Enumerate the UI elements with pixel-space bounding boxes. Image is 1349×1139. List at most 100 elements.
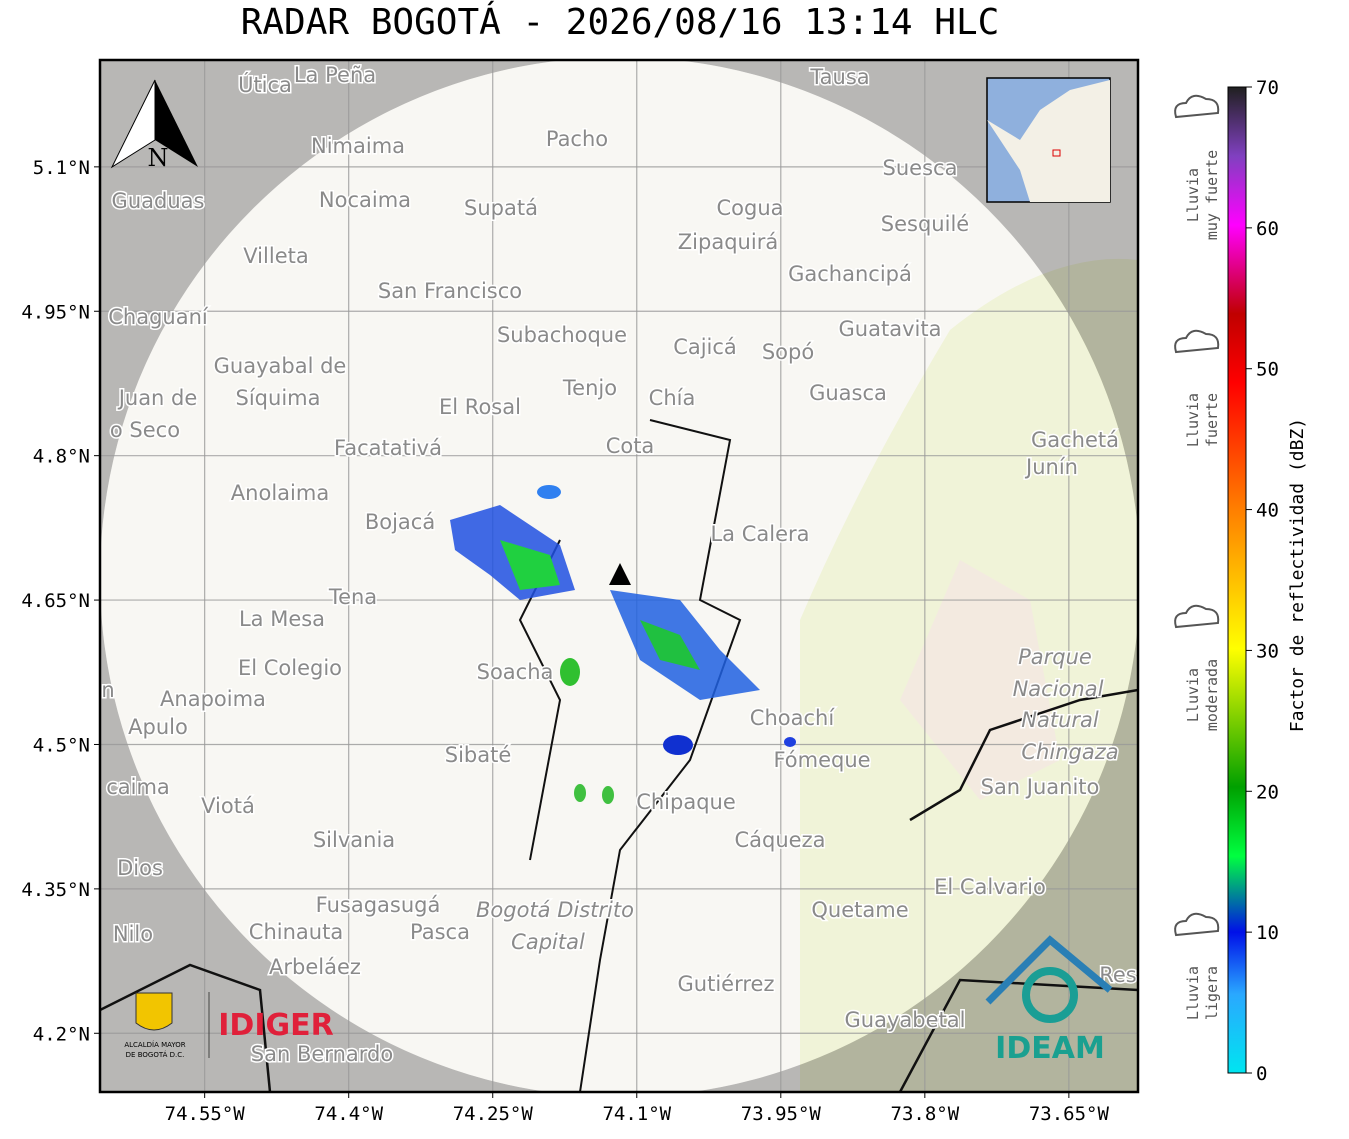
title: RADAR BOGOTÁ - 2026/08/16 13:14 HLC — [241, 1, 1000, 43]
place-label: San Francisco — [378, 279, 522, 303]
place-label: Cota — [606, 434, 655, 458]
y-tick-label: 4.65°N — [21, 590, 90, 612]
logo-alcaldia: ALCALDÍA MAYOR DE BOGOTÁ D.C. IDIGER — [124, 992, 334, 1059]
place-label: Sesquilé — [881, 212, 969, 236]
north-label: N — [148, 144, 169, 172]
x-tick-label: 74.4°W — [314, 1103, 383, 1125]
place-label: Subachoque — [497, 323, 627, 347]
rain-level-label: Lluvia — [1184, 168, 1202, 222]
logo-text: DE BOGOTÁ D.C. — [126, 1050, 185, 1059]
colorbar-tick-label: 30 — [1256, 640, 1279, 662]
place-label: Chingaza — [1021, 740, 1118, 764]
place-label: Chaguaní — [108, 305, 209, 329]
x-tick-label: 74.25°W — [453, 1103, 534, 1125]
colorbar-tick-label: 50 — [1256, 359, 1279, 381]
place-label: Anolaima — [231, 481, 329, 505]
place-label: Gachancipá — [788, 262, 912, 286]
place-label: Chía — [649, 386, 696, 410]
place-label: Cogua — [716, 196, 783, 220]
place-label: Capital — [511, 930, 585, 954]
place-label: Útica — [238, 72, 292, 97]
place-label: Gachetá — [1031, 428, 1119, 452]
place-label: Chipaque — [636, 790, 736, 814]
place-label: Guayabetal — [845, 1008, 966, 1032]
place-label: Bojacá — [365, 510, 435, 534]
logo-idiger: IDIGER — [218, 1008, 333, 1043]
y-tick-label: 4.95°N — [21, 301, 90, 323]
place-label: Nacional — [1013, 677, 1104, 701]
park — [900, 560, 1060, 800]
y-tick-label: 5.1°N — [33, 157, 90, 179]
x-tick-label: 74.55°W — [165, 1103, 246, 1125]
y-tick-label: 4.35°N — [21, 879, 90, 901]
radar-echoes — [450, 485, 796, 804]
place-label: caima — [106, 775, 170, 799]
place-label: Natural — [1021, 708, 1099, 732]
place-label: Pasca — [410, 920, 470, 944]
place-label: Dios — [117, 856, 163, 880]
place-label: Guaduas — [112, 189, 205, 213]
place-label: Facatativá — [334, 436, 442, 460]
rain-level-label: Lluvia — [1184, 393, 1202, 447]
place-label: Cáqueza — [735, 828, 826, 852]
place-label: Supatá — [464, 196, 538, 220]
radar-site — [609, 563, 631, 585]
colorbar-tick-label: 60 — [1256, 218, 1279, 240]
x-tick-label: 73.65°W — [1029, 1103, 1110, 1125]
y-tick-label: 4.8°N — [33, 446, 90, 468]
place-label: Nimaima — [311, 134, 405, 158]
place-label: Apulo — [128, 715, 188, 739]
rain-level-label: muy fuerte — [1203, 150, 1221, 240]
place-label: El Colegio — [238, 656, 342, 680]
rain-icon — [1174, 604, 1220, 629]
place-label: Síquima — [236, 386, 321, 410]
place-label: Parque — [1018, 645, 1092, 669]
place-label: Nocaima — [319, 188, 411, 212]
place-label: Bogotá Distrito — [476, 898, 634, 922]
place-label: San Bernardo — [251, 1042, 393, 1066]
rain-level-label: fuerte — [1203, 393, 1221, 447]
department-boundary — [100, 688, 1138, 1092]
colorbar-tick-label: 10 — [1256, 922, 1279, 944]
place-label: Guasca — [809, 381, 887, 405]
map: Útica La Peña Tausa Pacho Nimaima Guaduas Noca… — [100, 60, 1138, 1092]
place-label: El Calvario — [934, 875, 1046, 899]
place-label: Viotá — [201, 794, 255, 818]
plot-frame — [98, 58, 1140, 1094]
place-label: La Mesa — [239, 607, 325, 631]
north-arrow: N — [110, 79, 198, 172]
rain-level-label: moderada — [1203, 659, 1221, 731]
place-label: Sibaté — [445, 743, 512, 767]
place-label: Tena — [328, 585, 377, 609]
place-label: Chinauta — [249, 920, 343, 944]
rain-icon — [1174, 94, 1220, 119]
place-label: Sopó — [762, 340, 814, 364]
rain-level-label: Lluvia — [1184, 668, 1202, 722]
place-label: La Peña — [294, 63, 376, 87]
place-label: Nilo — [113, 922, 153, 946]
logo-text: ALCALDÍA MAYOR — [124, 1040, 185, 1049]
colorbar-tick-label: 0 — [1256, 1063, 1267, 1085]
x-tick-label: 73.95°W — [741, 1103, 822, 1125]
place-label: Arbeláez — [269, 955, 361, 979]
colorbar-tick-label: 40 — [1256, 500, 1279, 522]
colorbar — [1227, 86, 1247, 1074]
place-label: Suesca — [883, 156, 958, 180]
place-label: Villeta — [243, 244, 308, 268]
rain-level-label: ligera — [1203, 966, 1221, 1020]
place-label: Junín — [1024, 455, 1078, 479]
place-label: Silvania — [313, 828, 395, 852]
place-label: Gutiérrez — [678, 972, 775, 996]
place-label: Zipaquirá — [678, 230, 778, 254]
inset-map — [986, 77, 1111, 203]
x-tick-label: 74.1°W — [602, 1103, 671, 1125]
place-label: La Calera — [710, 522, 809, 546]
place-label: Pacho — [546, 127, 608, 151]
rain-icon — [1174, 912, 1220, 937]
logo-ideam: IDEAM — [985, 935, 1113, 1066]
place-label: El Rosal — [439, 395, 521, 419]
rain-level-label: Lluvia — [1184, 966, 1202, 1020]
place-label: Guayabal de — [214, 354, 347, 378]
place-label: Guatavita — [839, 317, 942, 341]
